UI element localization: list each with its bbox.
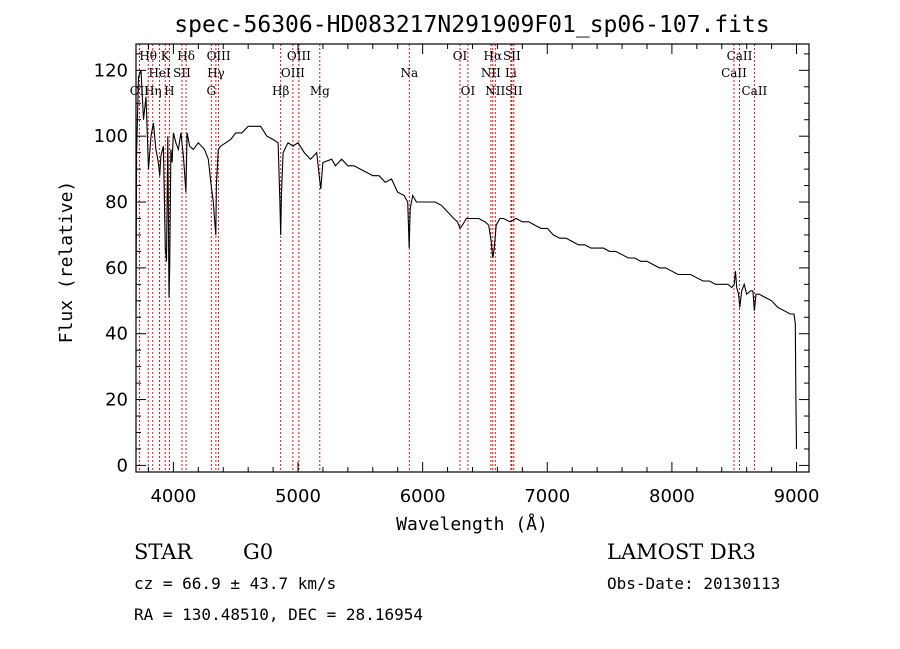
line-label-2: Hη bbox=[144, 84, 162, 98]
x-axis: 4000 5000 6000 7000 8000 9000 bbox=[147, 44, 820, 507]
line-label-25: CaII bbox=[727, 49, 753, 63]
survey-name: LAMOST DR3 bbox=[607, 540, 756, 564]
y-tick-label-120: 120 bbox=[94, 60, 128, 81]
y-tick-label-0: 0 bbox=[117, 455, 128, 476]
x-tick-label-6000: 6000 bbox=[400, 486, 446, 507]
line-label-15: Na bbox=[400, 66, 418, 80]
line-label-7: H bbox=[164, 84, 174, 98]
y-tick-label-80: 80 bbox=[105, 192, 128, 213]
line-label-24: CaII bbox=[721, 66, 747, 80]
line-label-20: NII bbox=[485, 84, 505, 98]
line-label-3: HeI bbox=[148, 66, 171, 80]
object-subclass: G0 bbox=[243, 540, 273, 564]
plot-frame bbox=[135, 43, 810, 473]
obs-date-text: Obs-Date: 20130113 bbox=[607, 574, 780, 593]
coordinates-text: RA = 130.48510, DEC = 28.16954 bbox=[134, 605, 423, 624]
x-tick-label-4000: 4000 bbox=[150, 486, 196, 507]
x-tick-label-9000: 9000 bbox=[774, 486, 820, 507]
line-label-6: Hδ bbox=[177, 49, 195, 63]
line-label-22: Li bbox=[505, 66, 517, 80]
line-label-21: SII bbox=[503, 49, 521, 63]
line-label-17: OI bbox=[461, 84, 476, 98]
line-label-19: Hα bbox=[484, 49, 503, 63]
y-tick-label-40: 40 bbox=[105, 324, 128, 345]
line-label-23: SII bbox=[505, 84, 523, 98]
line-label-26: CaII bbox=[741, 84, 767, 98]
object-class: STAR bbox=[134, 540, 193, 564]
line-label-18: NII bbox=[481, 66, 501, 80]
emission-line-markers bbox=[138, 44, 755, 472]
line-label-11: Hβ bbox=[272, 84, 289, 98]
line-label-13: OIII bbox=[287, 49, 311, 63]
x-tick-label-8000: 8000 bbox=[649, 486, 695, 507]
y-axis: 0 20 40 60 80 100 120 bbox=[94, 53, 809, 476]
line-label-4: K bbox=[161, 49, 171, 63]
y-axis-label: Flux (relative) bbox=[56, 181, 77, 344]
line-label-14: Mg bbox=[310, 84, 330, 98]
line-label-5: SII bbox=[173, 66, 191, 80]
line-label-10: OIII bbox=[207, 49, 231, 63]
x-axis-label: Wavelength (Å) bbox=[396, 513, 548, 535]
line-label-0: OII bbox=[130, 84, 150, 98]
line-label-8: G bbox=[207, 84, 217, 98]
y-tick-label-20: 20 bbox=[105, 390, 128, 411]
line-label-9: Hγ bbox=[207, 66, 225, 80]
spectrum-line bbox=[135, 70, 798, 450]
y-tick-label-60: 60 bbox=[105, 258, 128, 279]
chart-title: spec-56306-HD083217N291909F01_sp06-107.f… bbox=[174, 12, 769, 38]
redshift-text: cz = 66.9 ± 43.7 km/s bbox=[134, 574, 336, 593]
line-label-1: Hθ bbox=[139, 49, 157, 63]
x-tick-label-7000: 7000 bbox=[524, 486, 570, 507]
x-tick-label-5000: 5000 bbox=[275, 486, 321, 507]
line-label-16: OI bbox=[453, 49, 468, 63]
line-label-12: OIII bbox=[281, 66, 305, 80]
y-tick-label-100: 100 bbox=[94, 126, 128, 147]
